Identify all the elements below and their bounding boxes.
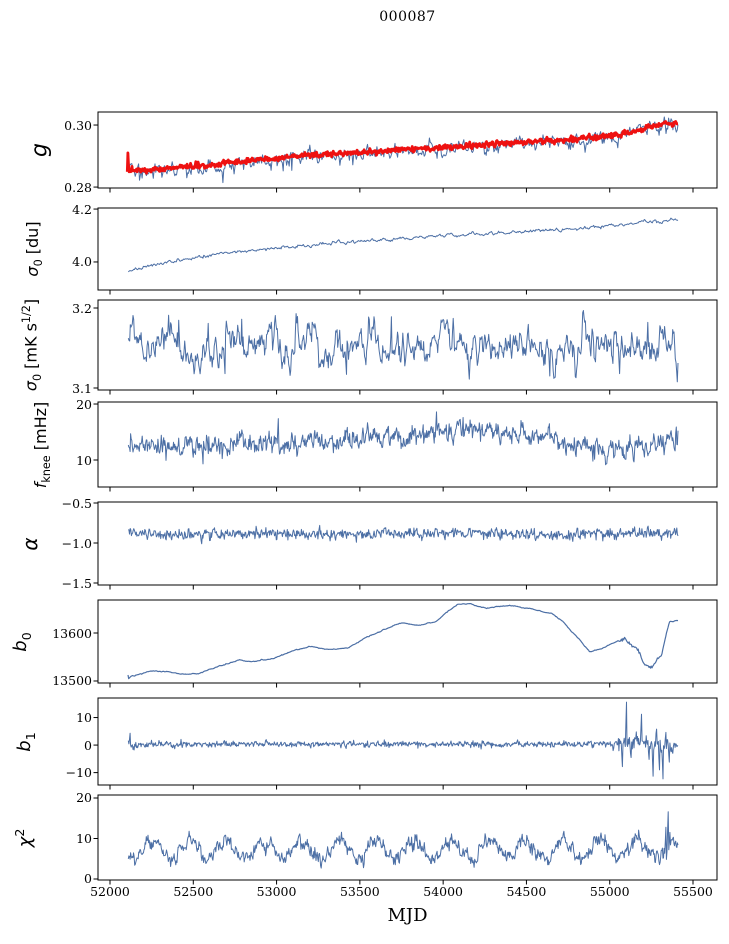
panel-frame-sigma0-mK: [97, 299, 718, 391]
y-tick-label: 3.2: [72, 300, 92, 316]
ylabel-part: 0: [30, 373, 44, 382]
x-axis-label: MJD: [387, 905, 428, 926]
panel-frame-alpha: [97, 501, 718, 586]
y-tick-label: 10: [76, 830, 92, 846]
ylabel-part: 2: [12, 828, 27, 837]
ylabel-part: χ: [15, 836, 36, 847]
panel-frame-g: [97, 111, 718, 189]
series-g-raw: [127, 116, 679, 184]
ylabel-part: 0: [32, 259, 46, 267]
y-tick-label: 20: [76, 790, 92, 806]
series-b1: [127, 701, 679, 780]
ylabel-part: [mHz]: [30, 401, 50, 455]
panel-b1: [127, 701, 679, 780]
ylabel-alpha: α: [18, 537, 42, 550]
y-tick-label: 0.28: [64, 179, 92, 195]
ylabel-fknee: fknee [mHz]: [31, 401, 53, 488]
series-chi2: [127, 811, 679, 869]
ylabel-part: b: [14, 739, 36, 752]
panel-frame-b1: [97, 697, 718, 786]
x-tick-label: 54500: [506, 884, 547, 899]
x-tick-label: 52000: [90, 884, 130, 899]
x-tick-label: 52500: [173, 884, 214, 899]
y-tick-label: −1.5: [61, 575, 92, 591]
ylabel-part: 1/2: [20, 305, 34, 324]
panel-g: [125, 116, 679, 184]
x-tick-label: 55000: [589, 884, 630, 899]
y-tick-label: 13500: [52, 673, 92, 689]
panel-fknee: [127, 411, 679, 466]
series-b0: [127, 602, 679, 680]
x-tick-label: 53000: [256, 884, 297, 899]
figure-title: 000087: [379, 9, 436, 25]
ylabel-part: g: [27, 143, 53, 157]
series-sigma0-du: [127, 217, 679, 273]
y-tick-label: −1.0: [61, 535, 92, 551]
y-tick-label: 4.0: [72, 254, 92, 270]
panel-alpha: [127, 524, 679, 545]
x-tick-label: 54000: [423, 884, 464, 899]
panel-frame-chi2: [97, 794, 718, 881]
panel-frame-fknee: [97, 401, 718, 488]
series-sigma0-mK: [127, 310, 679, 383]
ylabel-part: ]: [21, 298, 41, 306]
ylabel-g: g: [28, 143, 53, 157]
ylabel-part: knee: [40, 454, 54, 483]
ylabel-part: f: [30, 482, 50, 488]
ylabel-b1: b1: [14, 732, 38, 751]
y-tick-label: 4.2: [72, 201, 92, 217]
x-tick-label: 53500: [339, 884, 380, 899]
ylabel-part: σ: [21, 381, 41, 392]
panel-frame-sigma0-du: [97, 207, 718, 291]
ylabel-part: 0: [18, 631, 34, 640]
panel-sigma0-mK: [127, 310, 679, 383]
ylabel-chi2: χ2: [12, 828, 36, 847]
ylabel-sigma0-mK: σ0 [mK s1/2]: [20, 299, 44, 391]
y-tick-label: 0.30: [64, 117, 92, 133]
panel-b0: [127, 602, 679, 680]
series-fknee: [127, 411, 679, 466]
ylabel-b0: b0: [10, 632, 34, 651]
panel-frame-b0: [97, 599, 718, 684]
ylabel-part: b: [10, 639, 32, 652]
y-tick-label: 10: [76, 452, 92, 468]
y-tick-label: −0.5: [61, 495, 92, 511]
ylabel-part: 1: [22, 731, 38, 740]
series-alpha: [127, 524, 679, 545]
ylabel-part: [du]: [22, 221, 42, 260]
ylabel-part: σ: [22, 266, 42, 277]
y-tick-label: 3.1: [72, 380, 92, 396]
y-tick-label: 0: [84, 871, 92, 887]
ylabel-sigma0-du: σ0 [du]: [23, 221, 45, 276]
series-g-smoothed: [125, 120, 679, 175]
panel-sigma0-du: [127, 217, 679, 273]
panel-chi2: [127, 811, 679, 869]
y-tick-label: 20: [76, 396, 92, 412]
y-tick-label: −10: [65, 765, 92, 781]
y-tick-label: 0: [84, 737, 92, 753]
x-tick-label: 55500: [673, 884, 713, 899]
y-tick-label: 13600: [52, 625, 92, 641]
ylabel-part: [mK s: [21, 323, 41, 374]
y-tick-label: 10: [76, 710, 92, 726]
ylabel-part: α: [18, 536, 42, 551]
